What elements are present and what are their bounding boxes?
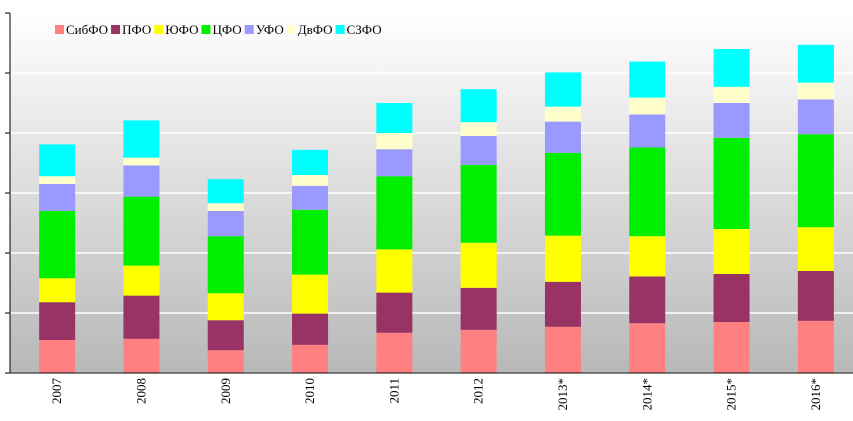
bar-segment	[376, 249, 413, 293]
bar-segment	[39, 176, 76, 184]
bar-segment	[207, 203, 244, 211]
bar-segment	[207, 211, 244, 237]
bar-segment	[39, 302, 76, 340]
bar-segment	[207, 293, 244, 321]
x-tick-label: 2007	[49, 378, 64, 405]
x-tick-label: 2008	[133, 378, 148, 404]
bar-segment	[629, 147, 666, 237]
bar-segment	[123, 295, 160, 339]
bar-segment	[207, 320, 244, 351]
bar-segment	[460, 287, 497, 330]
legend-label: СЗФО	[347, 22, 382, 37]
bar-segment	[123, 165, 160, 197]
legend-label: СибФО	[66, 22, 108, 37]
bar-segment	[292, 185, 329, 210]
bar-segment	[207, 236, 244, 294]
legend-swatch	[244, 25, 254, 34]
legend-swatch	[154, 25, 164, 34]
bar-segment	[713, 103, 750, 138]
bar-segment	[629, 97, 666, 115]
bar-segment	[629, 61, 666, 98]
bar-segment	[460, 164, 497, 243]
bar-segment	[713, 322, 750, 373]
x-tick-label: 2015*	[724, 378, 739, 411]
bar-segment	[713, 137, 750, 229]
bar-segment	[713, 86, 750, 103]
bar-segment	[797, 99, 834, 135]
bar-segment	[39, 144, 76, 177]
bar-segment	[376, 149, 413, 177]
x-tick-label: 2011	[386, 378, 401, 404]
bar-segment	[629, 323, 666, 373]
bar-segment	[207, 179, 244, 204]
bar-segment	[292, 344, 329, 373]
bar-segment	[123, 196, 160, 266]
bar-segment	[292, 175, 329, 186]
bar-segment	[460, 136, 497, 165]
bar-segment	[376, 133, 413, 150]
bar-segment	[123, 338, 160, 373]
x-tick-label: 2009	[218, 378, 233, 404]
bar-segment	[376, 103, 413, 133]
bar-segment	[797, 134, 834, 228]
legend-swatch	[335, 25, 345, 34]
bar-segment	[123, 120, 160, 158]
bar-segment	[713, 229, 750, 274]
x-tick-label: 2014*	[639, 378, 654, 411]
bar-segment	[797, 227, 834, 271]
bar-segment	[123, 157, 160, 166]
x-tick-label: 2013*	[555, 378, 570, 411]
bar-segment	[460, 329, 497, 373]
bar-segment	[376, 332, 413, 373]
bar-segment	[460, 89, 497, 123]
legend-label: ЮФО	[165, 22, 198, 37]
bar-segment	[797, 271, 834, 321]
bar-segment	[460, 122, 497, 136]
bar-segment	[544, 235, 581, 282]
bar-segment	[544, 72, 581, 107]
bar-segment	[39, 211, 76, 279]
legend-label: ЦФО	[212, 22, 241, 37]
bar-segment	[39, 184, 76, 211]
bar-segment	[544, 121, 581, 153]
bar-segment	[629, 236, 666, 277]
legend-label: ДвФО	[298, 22, 333, 37]
legend-swatch	[201, 25, 211, 34]
legend-label: ПФО	[122, 22, 151, 37]
x-tick-label: 2012	[471, 378, 486, 404]
bar-segment	[629, 276, 666, 324]
bar-segment	[629, 114, 666, 148]
bar-segment	[544, 152, 581, 236]
x-tick-label: 2016*	[808, 378, 823, 411]
bar-segment	[797, 320, 834, 373]
bar-segment	[292, 209, 329, 275]
bar-segment	[207, 350, 244, 373]
bar-segment	[376, 292, 413, 333]
legend-label: УФО	[256, 22, 284, 37]
bar-segment	[39, 278, 76, 303]
bar-segment	[713, 274, 750, 322]
legend-swatch	[55, 25, 64, 34]
bar-segment	[292, 274, 329, 314]
bar-segment	[544, 326, 581, 373]
bar-segment	[292, 149, 329, 175]
bar-segment	[460, 242, 497, 288]
bar-segment	[544, 106, 581, 122]
bar-segment	[292, 313, 329, 345]
bar-segment	[123, 265, 160, 296]
bar-segment	[39, 340, 76, 373]
bar-segment	[376, 176, 413, 250]
bar-segment	[713, 49, 750, 87]
bar-segment	[797, 44, 834, 83]
bar-segment	[544, 281, 581, 327]
legend-swatch	[286, 25, 296, 34]
bar-segment	[797, 82, 834, 100]
legend-swatch	[111, 25, 121, 34]
x-tick-label: 2010	[302, 378, 317, 404]
